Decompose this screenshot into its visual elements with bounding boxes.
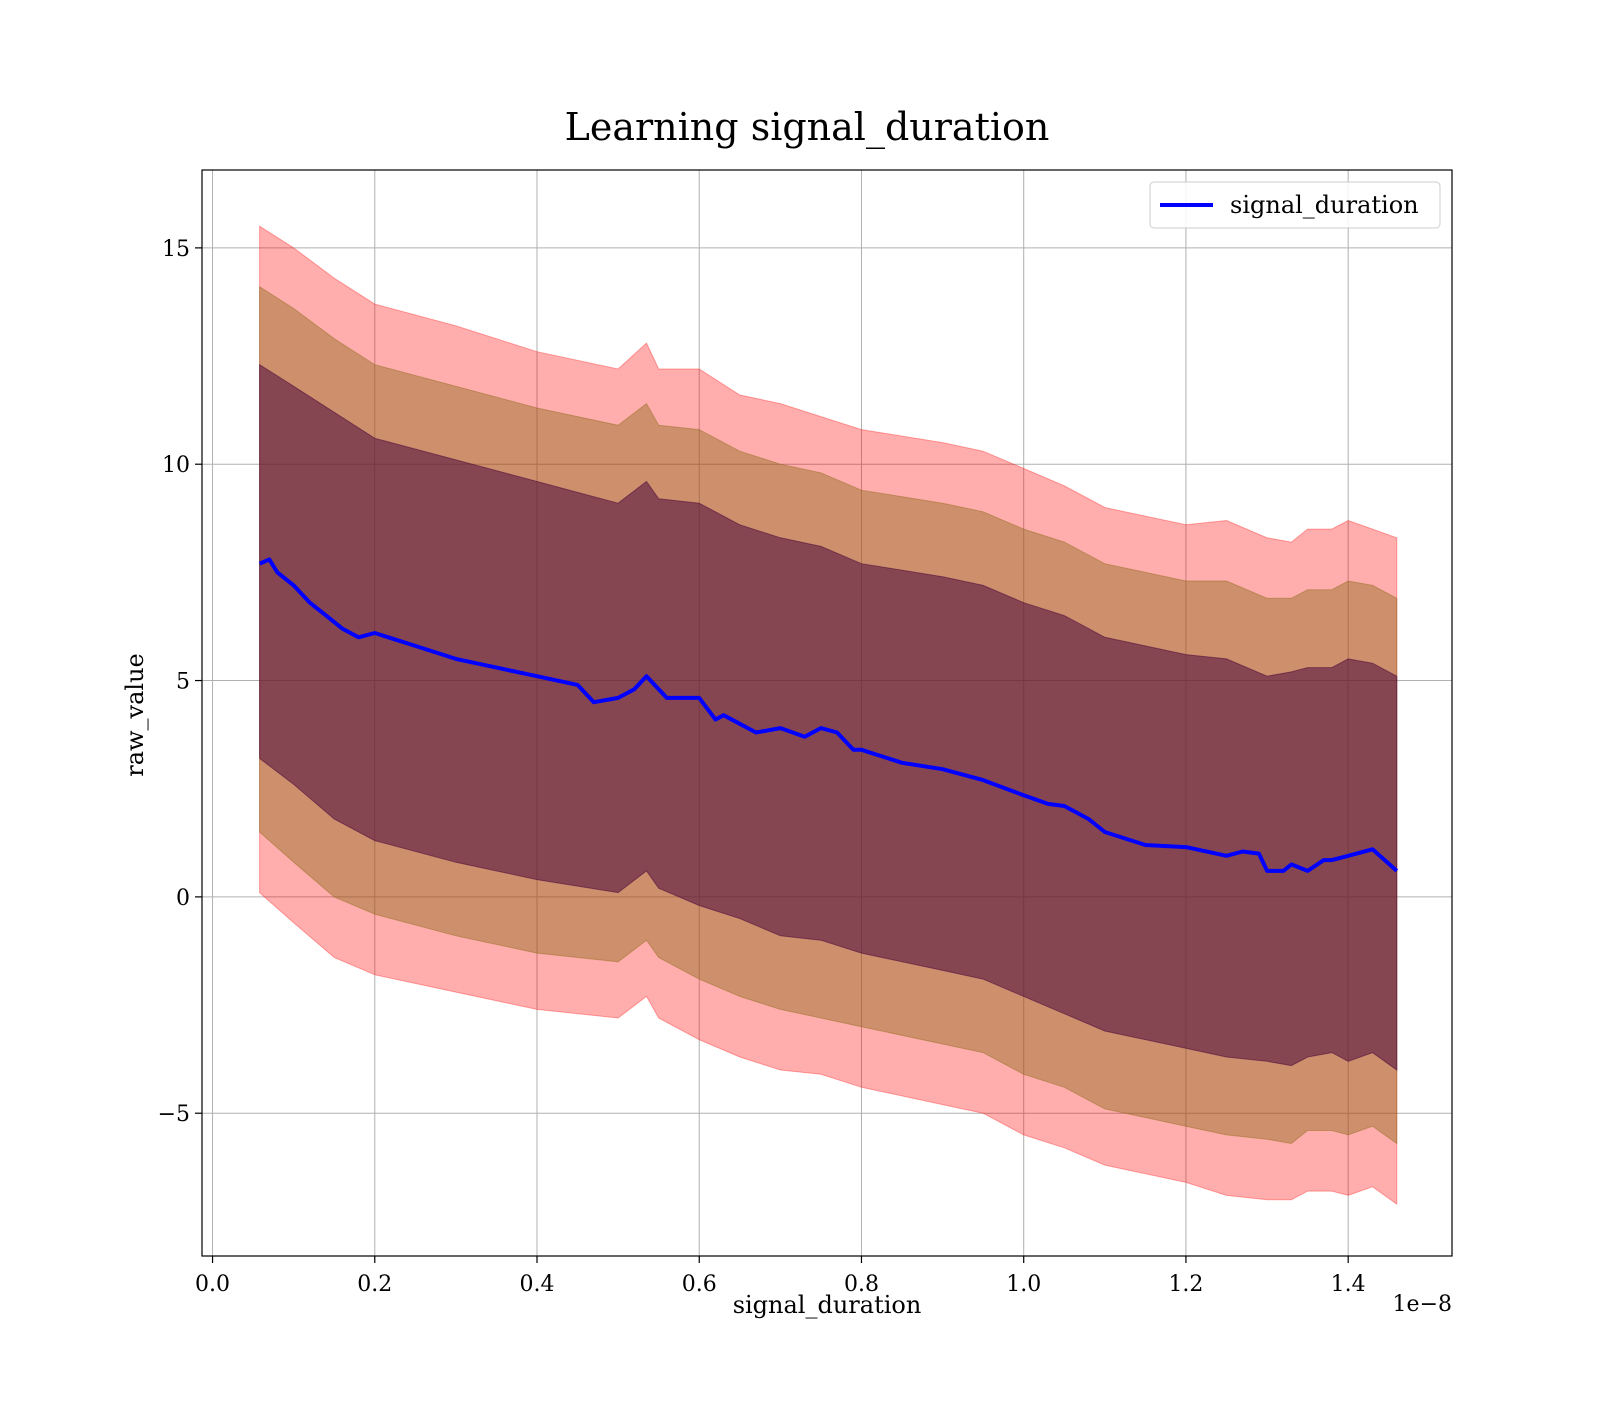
x-tick-label: 0.2 <box>357 1272 392 1297</box>
axes-frame-border <box>201 169 1453 1257</box>
axes-frame <box>201 169 1453 1257</box>
x-axis-ticks: 0.0 0.2 0.4 0.6 0.8 1.0 1.2 1.4 <box>195 1256 1366 1297</box>
legend: signal_duration <box>1149 181 1441 229</box>
y-tick-label: 10 <box>162 453 190 478</box>
y-tick-label: 5 <box>176 670 190 695</box>
x-axis-offset-label: 1e−8 <box>1393 1292 1452 1317</box>
legend-box <box>1149 181 1441 229</box>
series-layer <box>258 557 1399 873</box>
x-tick-label: 1.2 <box>1168 1272 1203 1297</box>
confidence-band-3 <box>259 363 1398 1071</box>
x-tick-label: 0.6 <box>682 1272 717 1297</box>
y-axis-ticks: −5 0 5 10 15 <box>158 237 202 1127</box>
legend-label: signal_duration <box>1230 191 1419 219</box>
y-axis-label: raw_value <box>121 653 149 777</box>
x-tick-label: 0.4 <box>520 1272 555 1297</box>
y-tick-label: 15 <box>162 237 190 262</box>
x-axis-label: signal_duration <box>733 1291 922 1319</box>
series-line-signal_duration <box>258 557 1399 873</box>
y-tick-label: −5 <box>158 1102 190 1127</box>
x-tick-label: 0.8 <box>844 1272 879 1297</box>
confidence-bands <box>259 225 1398 1206</box>
x-tick-label: 1.4 <box>1331 1272 1366 1297</box>
x-tick-label: 1.0 <box>1006 1272 1041 1297</box>
y-tick-label: 0 <box>176 886 190 911</box>
x-tick-label: 0.0 <box>195 1272 230 1297</box>
chart-title: Learning signal_duration <box>565 105 1050 150</box>
